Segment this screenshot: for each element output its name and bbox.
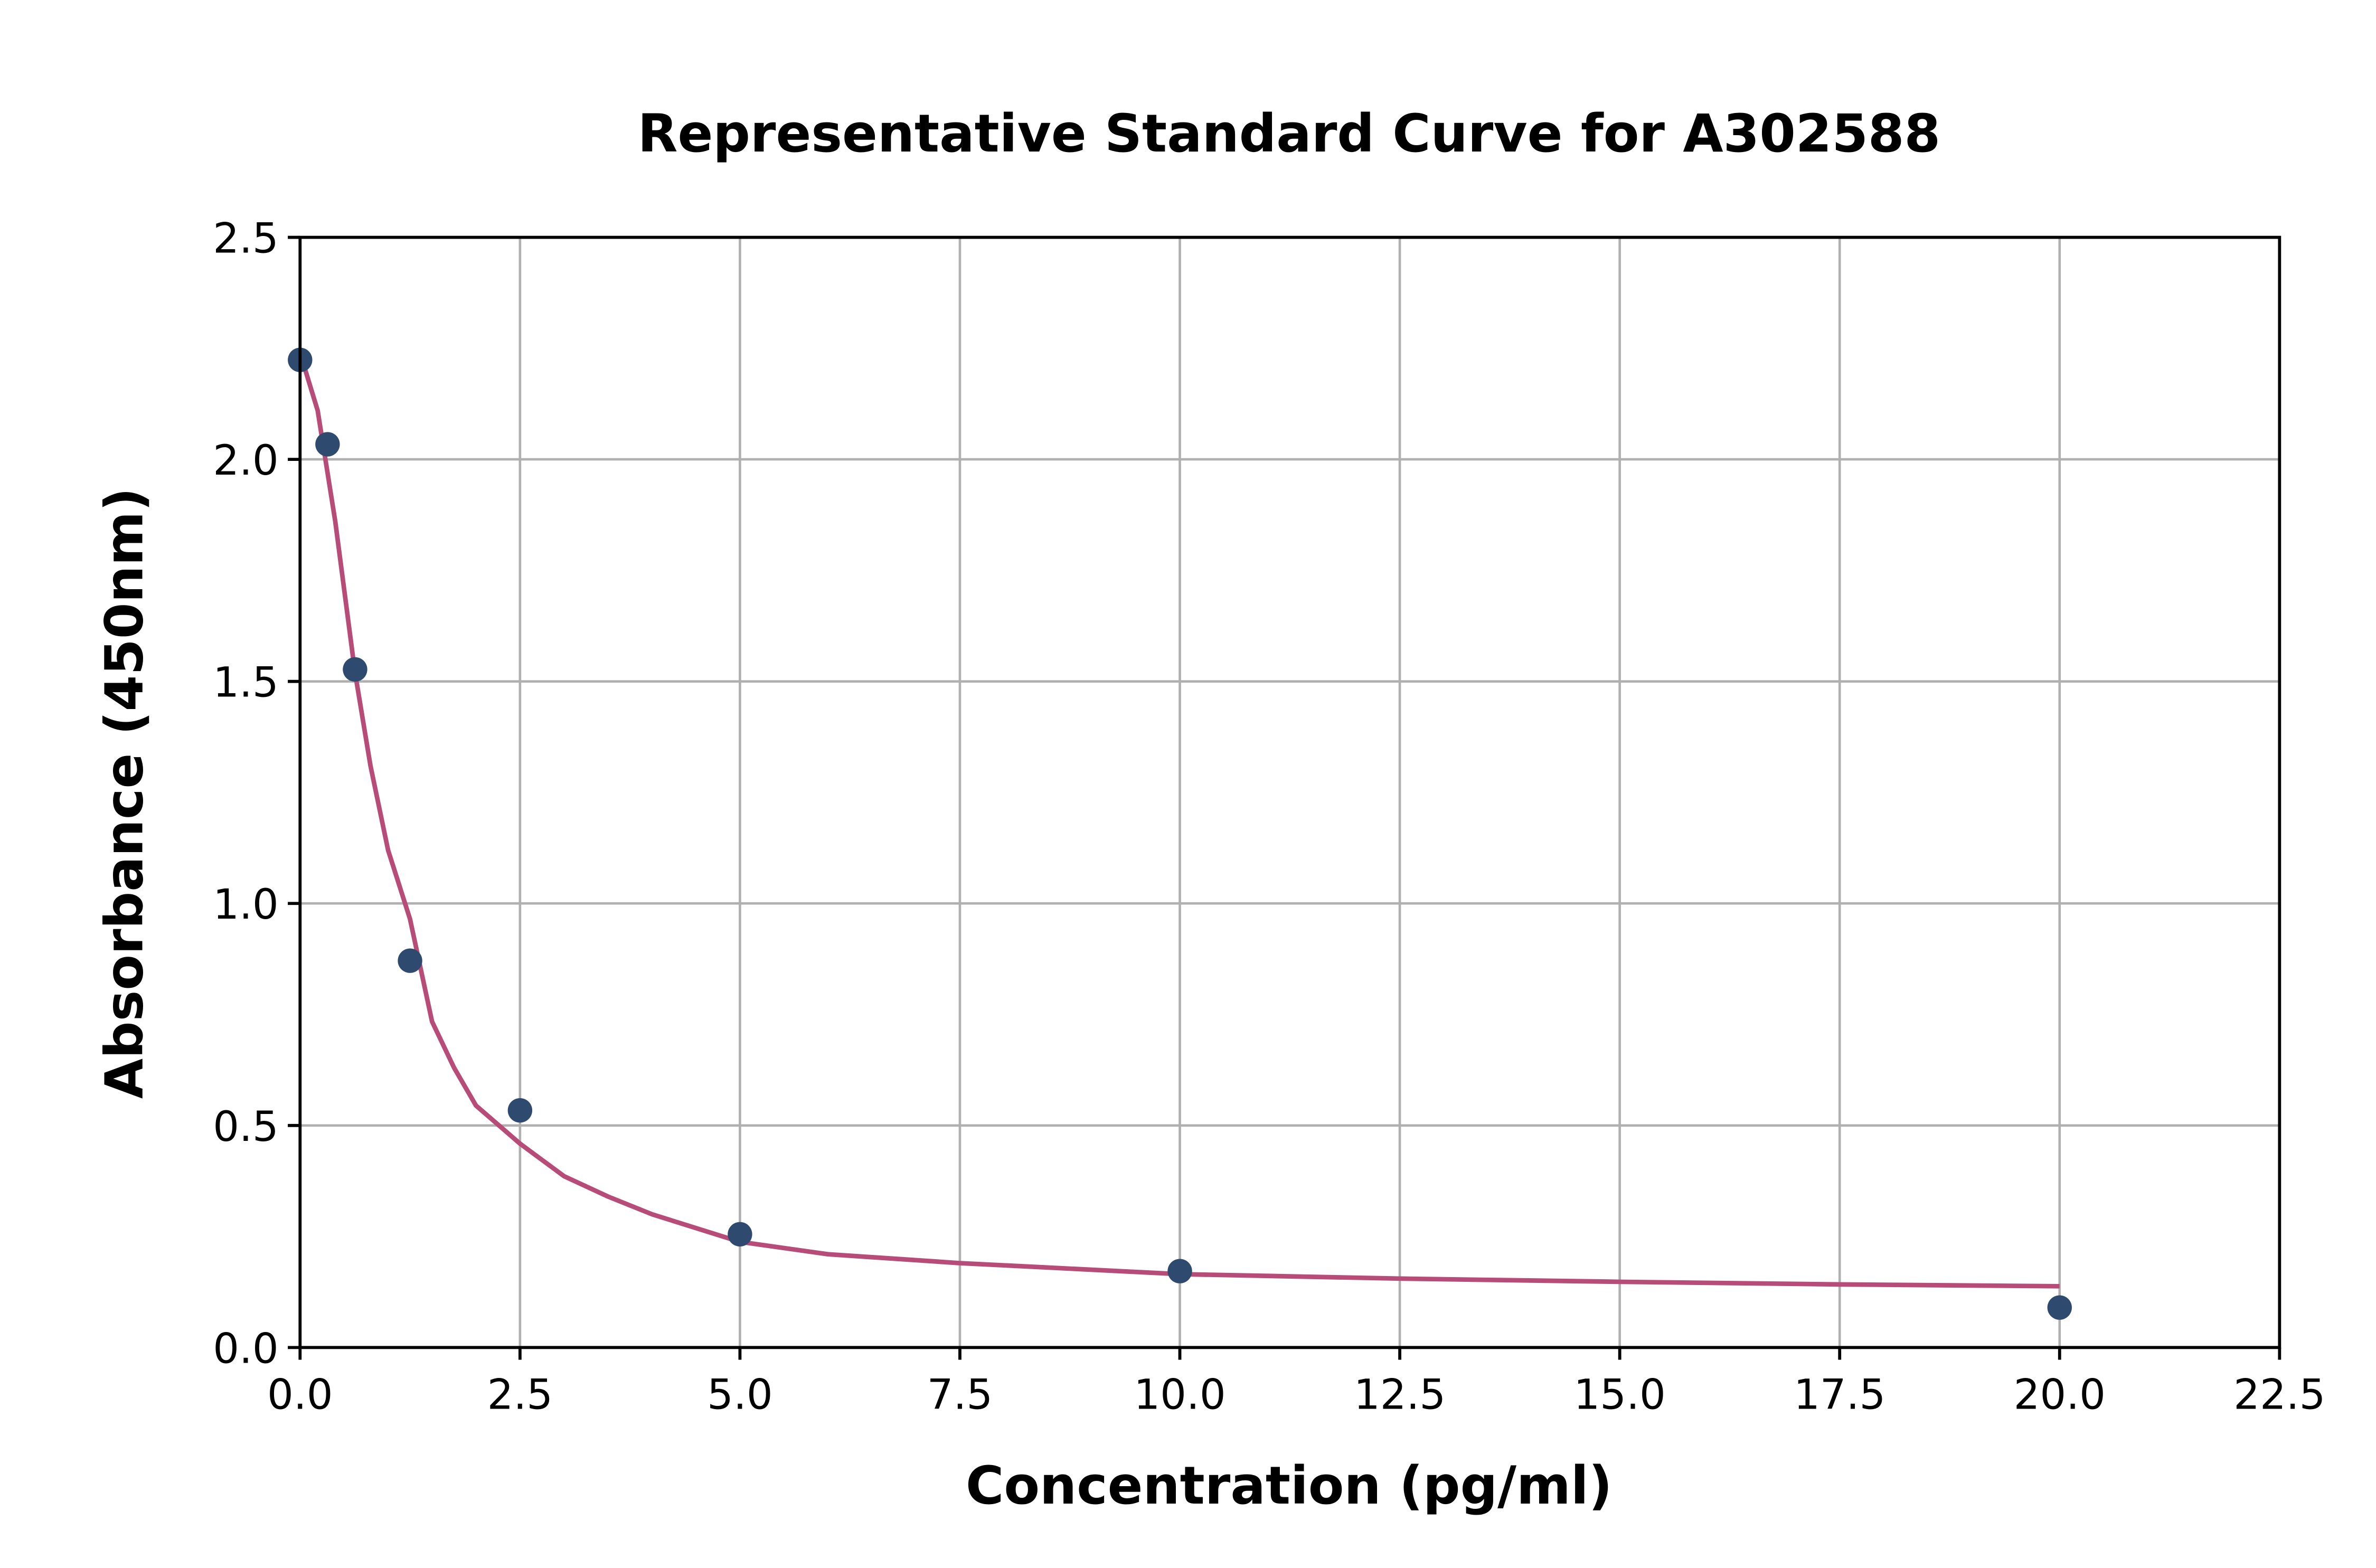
x-tick-label: 0.0 bbox=[267, 1371, 333, 1419]
x-tick-label: 20.0 bbox=[2014, 1371, 2106, 1419]
y-tick-label: 1.0 bbox=[213, 881, 278, 929]
x-tick-label: 7.5 bbox=[927, 1371, 993, 1419]
x-tick-label: 15.0 bbox=[1574, 1371, 1666, 1419]
data-point bbox=[1167, 1259, 1192, 1283]
y-tick-label: 2.5 bbox=[213, 215, 278, 263]
data-point bbox=[343, 657, 367, 682]
grid-lines bbox=[298, 236, 2281, 1349]
data-point bbox=[315, 432, 340, 457]
y-tick-label: 1.5 bbox=[213, 659, 278, 707]
y-axis-label: Absorbance (450nm) bbox=[95, 488, 155, 1099]
y-tick-label: 2.0 bbox=[213, 437, 278, 485]
data-points-group bbox=[288, 347, 2072, 1320]
x-tick-label: 17.5 bbox=[1794, 1371, 1885, 1419]
x-axis-label: Concentration (pg/ml) bbox=[966, 1456, 1613, 1516]
x-tick-label: 22.5 bbox=[2233, 1371, 2325, 1419]
plot-frame bbox=[298, 235, 2281, 1349]
data-point bbox=[2047, 1295, 2072, 1320]
data-point bbox=[507, 1098, 533, 1123]
y-tick-label: 0.5 bbox=[213, 1103, 278, 1151]
x-tick-label: 5.0 bbox=[707, 1371, 772, 1419]
data-point bbox=[728, 1222, 752, 1247]
data-point bbox=[398, 948, 422, 973]
x-tick-label: 10.0 bbox=[1134, 1371, 1225, 1419]
y-axis-ticks: 0.0 0.5 1.0 1.5 2.0 2.5 bbox=[213, 215, 300, 1373]
y-tick-label: 0.0 bbox=[213, 1325, 278, 1373]
fit-curve-line bbox=[298, 352, 2060, 1289]
chart-title: Representative Standard Curve for A30258… bbox=[638, 103, 1940, 164]
x-axis-ticks: 0.0 2.5 5.0 7.5 10.0 12.5 15.0 17.5 20.0 22.5 bbox=[267, 1347, 2325, 1419]
x-tick-label: 12.5 bbox=[1354, 1371, 1446, 1419]
x-tick-label: 2.5 bbox=[487, 1371, 553, 1419]
fit-curve-group bbox=[298, 352, 2060, 1289]
